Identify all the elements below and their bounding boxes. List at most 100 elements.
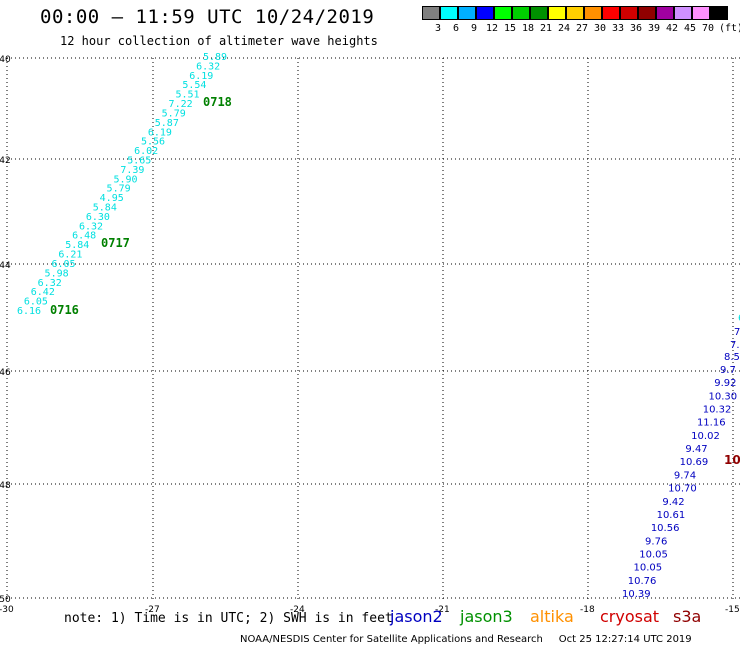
wave-height-value: 10.56 xyxy=(651,523,680,534)
satellite-name: jason2 xyxy=(390,607,443,626)
legend-tick-label: 24 xyxy=(557,23,571,34)
legend-swatch xyxy=(440,6,458,20)
wave-height-value: 5.79 xyxy=(107,184,131,195)
legend-swatch xyxy=(620,6,638,20)
longitude-label: -30 xyxy=(0,605,14,615)
legend-tick-label: 3 xyxy=(434,23,442,34)
legend-swatch xyxy=(638,6,656,20)
legend-tick-label: 15 xyxy=(503,23,517,34)
legend-swatch xyxy=(656,6,674,20)
wave-height-value: 9.92 xyxy=(714,378,736,389)
legend-swatch xyxy=(692,6,710,20)
latitude-label: -44 xyxy=(0,261,11,271)
legend-tick-label: 21 xyxy=(539,23,553,34)
longitude-label: -15 xyxy=(725,605,740,615)
wave-height-value: 5.87 xyxy=(155,118,179,129)
wave-height-value: 5.89 xyxy=(203,52,227,63)
latitude-label: -42 xyxy=(0,156,11,166)
legend-swatch xyxy=(710,6,728,20)
wave-height-value: 5.54 xyxy=(182,80,206,91)
wave-height-value: 9.47 xyxy=(685,444,707,455)
pass-time-label: 0717 xyxy=(101,236,130,250)
wave-height-value: 5.79 xyxy=(162,108,186,119)
wave-height-value: 9.74 xyxy=(674,470,696,481)
legend-tick-label: 45 xyxy=(683,23,697,34)
wave-height-value: 5.84 xyxy=(65,240,89,251)
wave-height-value: 7. xyxy=(730,340,740,351)
wave-height-value: 10.61 xyxy=(657,510,686,521)
legend-tick-label: 9 xyxy=(470,23,478,34)
wave-height-value: 10.30 xyxy=(708,391,737,402)
wave-height-value: 6.32 xyxy=(79,221,103,232)
wave-height-value: 6 xyxy=(738,313,740,324)
legend-swatch xyxy=(584,6,602,20)
wave-height-value: 8.5 xyxy=(724,352,740,363)
footer-note: note: 1) Time is in UTC; 2) SWH is in fe… xyxy=(64,611,393,626)
satellite-name: altika xyxy=(530,607,574,626)
pass-time-label: 0716 xyxy=(50,303,79,317)
wave-height-value: 10.05 xyxy=(634,563,663,574)
latitude-label: -46 xyxy=(0,368,11,378)
legend-swatch xyxy=(674,6,692,20)
cryosat-value: 10 xyxy=(724,453,740,467)
wave-height-value: 6.02 xyxy=(134,146,158,157)
wave-height-value: 9.7 xyxy=(720,365,736,376)
legend-swatch xyxy=(548,6,566,20)
wave-height-value: 5.98 xyxy=(45,268,69,279)
wave-height-value: 6.05 xyxy=(51,259,75,270)
wave-height-value: 5.51 xyxy=(175,90,199,101)
legend-tick-label: 33 xyxy=(611,23,625,34)
wave-height-value: 6.42 xyxy=(31,287,55,298)
wave-height-value: 7.22 xyxy=(169,99,193,110)
wave-height-value: 6.19 xyxy=(148,127,172,138)
latitude-label: -40 xyxy=(0,55,11,65)
wave-height-value: 6.48 xyxy=(72,231,96,242)
wave-height-value: 6.05 xyxy=(24,297,48,308)
longitude-label: -27 xyxy=(145,605,160,615)
wave-height-value: 5.65 xyxy=(127,155,151,166)
wave-height-value: 7 xyxy=(734,327,740,338)
wave-height-value: 5.56 xyxy=(141,137,165,148)
wave-height-value: 10.32 xyxy=(703,405,732,416)
legend-swatch xyxy=(566,6,584,20)
wave-height-value: 6.21 xyxy=(58,250,82,261)
legend-tick-label: 6 xyxy=(452,23,460,34)
wave-height-value: 10.69 xyxy=(680,457,709,468)
wave-height-value: 4.95 xyxy=(100,193,124,204)
legend-tick-label: 42 xyxy=(665,23,679,34)
legend-tick-label: 30 xyxy=(593,23,607,34)
map-subtitle: 12 hour collection of altimeter wave hei… xyxy=(60,34,378,48)
legend-swatch xyxy=(494,6,512,20)
wave-height-value: 6.30 xyxy=(86,212,110,223)
legend-swatch xyxy=(458,6,476,20)
satellite-name: s3a xyxy=(673,607,702,626)
longitude-label: -24 xyxy=(290,605,305,615)
wave-height-value: 5.90 xyxy=(113,174,137,185)
wave-height-value: 9.42 xyxy=(662,497,684,508)
satellite-name: jason3 xyxy=(460,607,513,626)
legend-swatch xyxy=(512,6,530,20)
legend-tick-label: 36 xyxy=(629,23,643,34)
pass-time-label: 0718 xyxy=(203,95,232,109)
legend-swatch xyxy=(422,6,440,20)
legend-swatch xyxy=(530,6,548,20)
wave-height-value: 6.32 xyxy=(196,61,220,72)
wave-height-value: 10.39 xyxy=(622,589,651,600)
latitude-label: -50 xyxy=(0,595,11,605)
legend-tick-label: 18 xyxy=(521,23,535,34)
legend-unit: (ft) xyxy=(718,23,740,34)
wave-height-value: 11.16 xyxy=(697,418,726,429)
map-title: 00:00 – 11:59 UTC 10/24/2019 xyxy=(40,6,375,28)
wave-height-value: 6.32 xyxy=(38,278,62,289)
legend-swatch xyxy=(476,6,494,20)
satellite-name: cryosat xyxy=(600,607,660,626)
wave-height-value: 10.05 xyxy=(639,549,668,560)
longitude-label: -21 xyxy=(435,605,450,615)
legend-tick-label: 12 xyxy=(485,23,499,34)
wave-height-value: 7.39 xyxy=(120,165,144,176)
legend-tick-label: 27 xyxy=(575,23,589,34)
credit-line: NOAA/NESDIS Center for Satellite Applica… xyxy=(240,634,692,645)
legend-tick-label: 39 xyxy=(647,23,661,34)
wave-height-value: 5.84 xyxy=(93,203,117,214)
